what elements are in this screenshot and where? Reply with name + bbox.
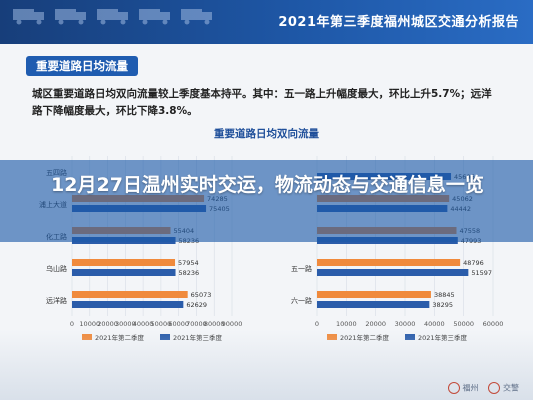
x-tick-label: 20000 <box>97 320 118 328</box>
bar <box>317 259 461 266</box>
headline-banner <box>0 160 533 242</box>
section-label: 重要道路日均流量 <box>26 56 138 76</box>
data-label: 57954 <box>178 259 199 267</box>
category-label: 五一路 <box>291 264 312 273</box>
report-header: 2021年第三季度福州城区交通分析报告 <box>0 0 533 44</box>
data-label: 48796 <box>463 259 484 267</box>
data-label: 62629 <box>186 301 207 309</box>
data-label: 51597 <box>471 269 492 277</box>
x-tick-label: 60000 <box>483 320 504 328</box>
x-tick-label: 10000 <box>79 320 100 328</box>
x-tick-label: 60000 <box>168 320 189 328</box>
logo-left-text: 福州 <box>462 383 479 393</box>
data-label: 65073 <box>191 291 212 299</box>
truck-icon <box>55 9 86 25</box>
seal-icon <box>488 382 501 394</box>
summary-text: 城区重要道路日均双向流量较上季度基本持平。其中：五一路上升幅度最大，环比上升5.… <box>32 88 492 117</box>
x-tick-label: 30000 <box>395 320 416 328</box>
background-haze <box>0 330 533 400</box>
bar <box>317 291 431 298</box>
bar <box>72 291 188 298</box>
seal-icon <box>447 382 460 394</box>
category-label: 六一路 <box>291 296 312 305</box>
x-tick-label: 50000 <box>453 320 474 328</box>
bar <box>317 269 469 276</box>
truck-icon <box>13 9 44 25</box>
police-logo: 福州 <box>447 382 479 394</box>
data-label: 38295 <box>432 301 453 309</box>
x-tick-label: 20000 <box>365 320 386 328</box>
x-tick-label: 90000 <box>222 320 243 328</box>
x-tick-label: 80000 <box>204 320 225 328</box>
headline-text: 12月27日温州实时交运，物流动态与交通信息一览 <box>51 174 484 196</box>
x-tick-label: 70000 <box>186 320 207 328</box>
chart-title: 重要道路日均双向流量 <box>214 128 319 140</box>
category-label: 远洋路 <box>46 296 67 305</box>
x-tick-label: 10000 <box>336 320 357 328</box>
category-label: 乌山路 <box>46 264 67 273</box>
bar <box>72 269 176 276</box>
data-label: 38845 <box>434 291 455 299</box>
traffic-logo: 交警 <box>488 382 519 394</box>
logo-right-text: 交警 <box>503 383 519 393</box>
footer-logos: 福州 交警 <box>447 382 519 394</box>
x-tick-label: 30000 <box>115 320 136 328</box>
truck-icon <box>139 9 170 25</box>
report-title: 2021年第三季度福州城区交通分析报告 <box>278 15 519 30</box>
bar <box>72 301 184 308</box>
data-label: 58236 <box>179 269 200 277</box>
truck-icon <box>181 9 212 25</box>
x-tick-label: 0 <box>70 320 74 328</box>
truck-icon <box>97 9 128 25</box>
bar <box>317 301 430 308</box>
x-tick-label: 50000 <box>151 320 172 328</box>
bar <box>72 259 176 266</box>
x-tick-label: 40000 <box>424 320 445 328</box>
x-tick-label: 0 <box>315 320 319 328</box>
x-tick-label: 40000 <box>133 320 154 328</box>
